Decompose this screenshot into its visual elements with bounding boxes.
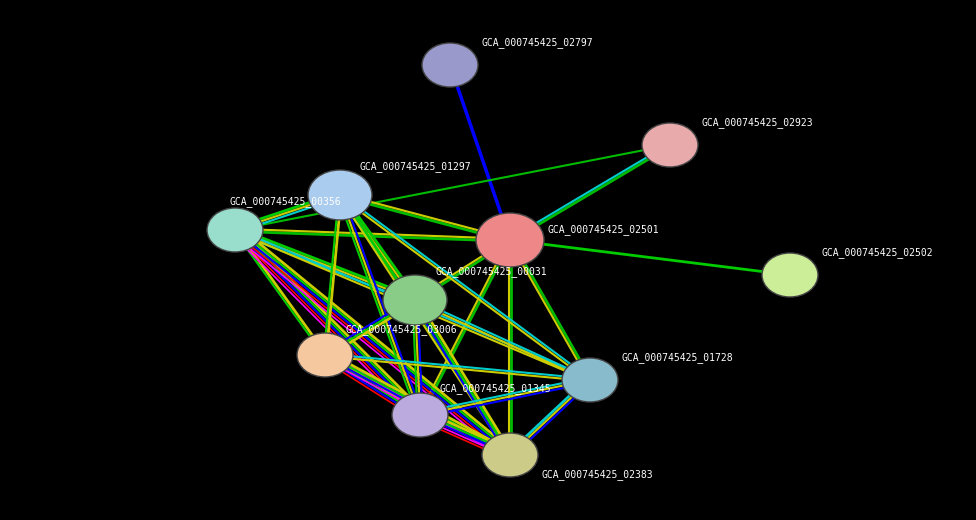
Ellipse shape [392, 393, 448, 437]
Ellipse shape [482, 433, 538, 477]
Ellipse shape [562, 358, 618, 402]
Text: GCA_000745425_02383: GCA_000745425_02383 [542, 470, 654, 480]
Ellipse shape [422, 43, 478, 87]
Ellipse shape [762, 253, 818, 297]
Text: GCA_000745425_00031: GCA_000745425_00031 [435, 267, 547, 278]
Text: GCA_000745425_03006: GCA_000745425_03006 [345, 324, 457, 335]
Text: GCA_000745425_02923: GCA_000745425_02923 [702, 118, 814, 128]
Ellipse shape [383, 275, 447, 325]
Ellipse shape [207, 208, 263, 252]
Ellipse shape [308, 170, 372, 220]
Text: GCA_000745425_00356: GCA_000745425_00356 [230, 197, 342, 207]
Text: GCA_000745425_02501: GCA_000745425_02501 [548, 225, 660, 236]
Text: GCA_000745425_02502: GCA_000745425_02502 [822, 248, 934, 258]
Text: GCA_000745425_01345: GCA_000745425_01345 [440, 384, 551, 395]
Ellipse shape [642, 123, 698, 167]
Text: GCA_000745425_02797: GCA_000745425_02797 [482, 37, 593, 48]
Text: GCA_000745425_01297: GCA_000745425_01297 [360, 162, 471, 173]
Ellipse shape [297, 333, 353, 377]
Ellipse shape [476, 213, 544, 267]
Text: GCA_000745425_01728: GCA_000745425_01728 [622, 353, 734, 363]
